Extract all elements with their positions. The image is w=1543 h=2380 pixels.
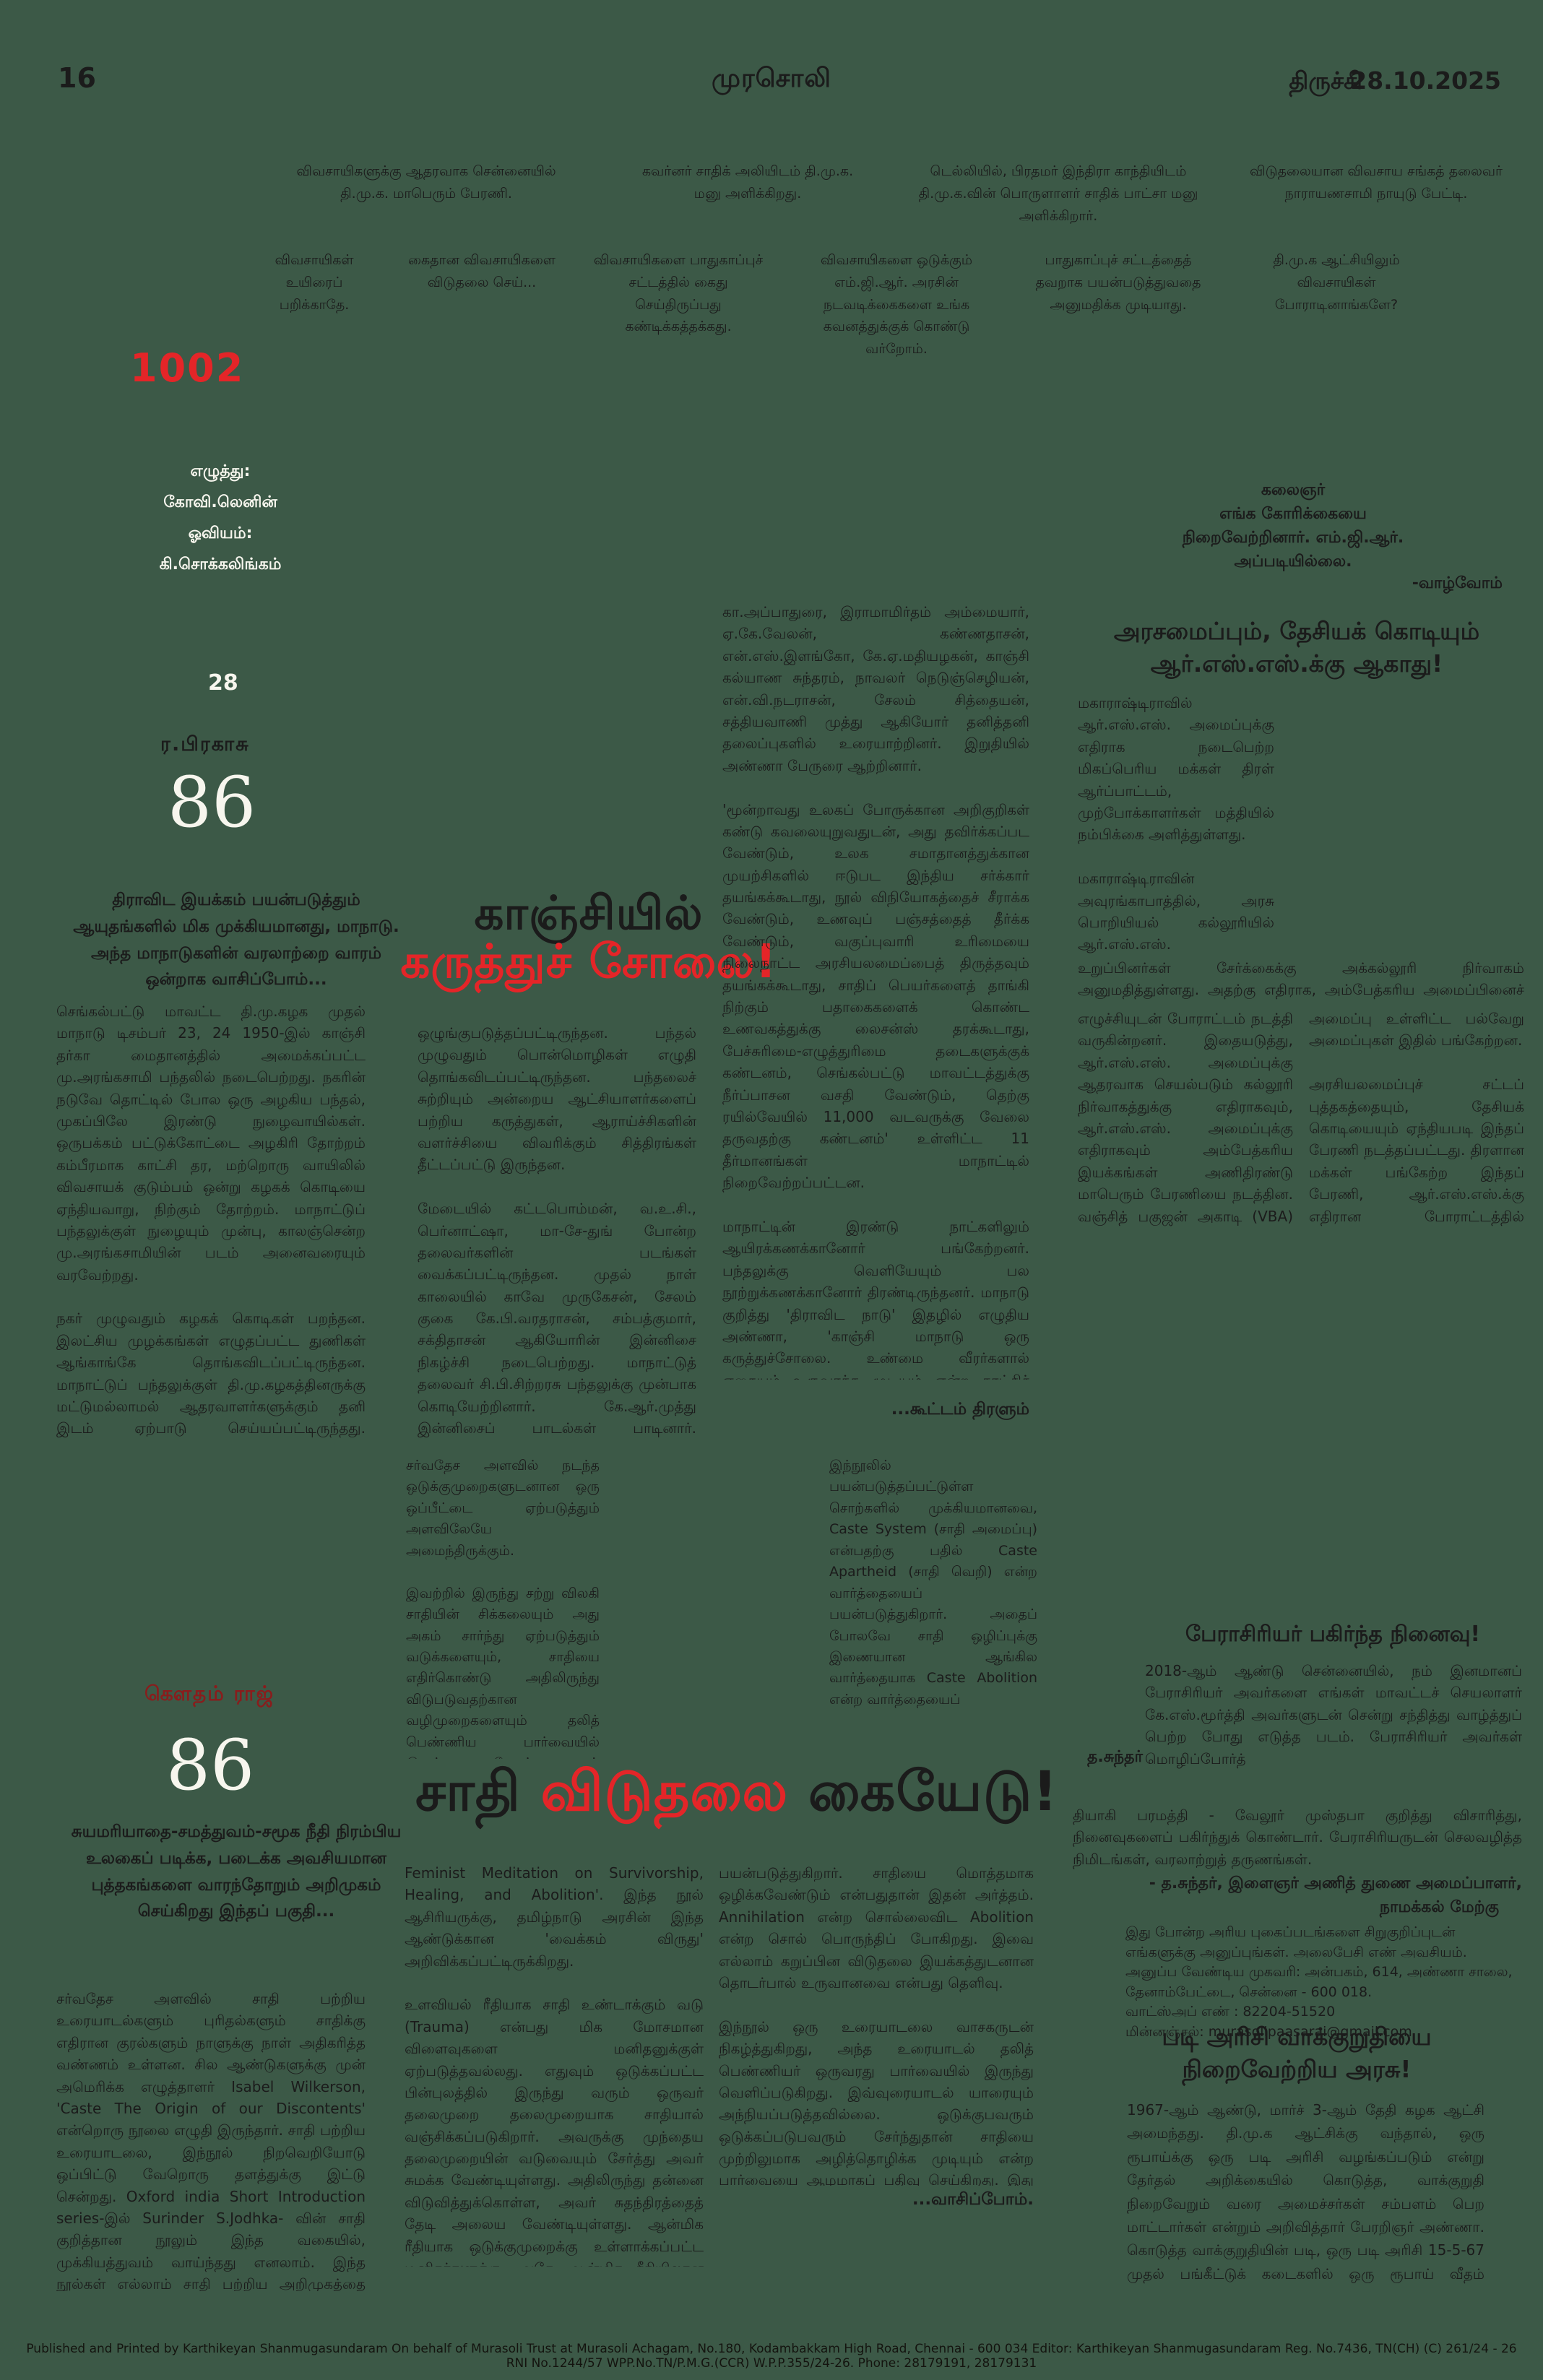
serial-number: 1002 [130, 345, 245, 391]
feature2-column-5: பயன்படுத்துகிறார். சாதியை மொத்தமாக ஒழிக்… [719, 1864, 1034, 2186]
briefs-row-2: விவசாயிகள் உயிரைப் பறிக்காதே. கைதான விவச… [253, 249, 1430, 360]
feature1-column-2: ஒழுங்குபடுத்தப்பட்டிருந்தன. பந்தல் முழுவ… [418, 1024, 696, 1437]
brief-item: விவசாயிகளுக்கு ஆதரவாக சென்னையில் தி.மு.க… [296, 163, 556, 202]
rss-article-lead: மகாராஷ்டிராவில் ஆர்.எஸ்.எஸ். அமைப்புக்கு… [1078, 694, 1274, 953]
memory-signature-2: நாமக்கல் மேற்கு [1379, 1898, 1499, 1916]
feature1-column-3: கா.அப்பாதுரை, இராமாமிர்தம் அம்மையார், ஏ.… [722, 603, 1029, 1380]
imprint-line: Published and Printed by Karthikeyan Sha… [26, 2342, 1517, 2371]
feature2-headline-part3: கையேடு! [788, 1759, 1058, 1823]
memory-submission-note: இது போன்ற அரிய புகைப்படங்களை சிறுகுறிப்ப… [1125, 1924, 1513, 2040]
brief-item: பாதுகாப்புச் சட்டத்தைத் தவறாக பயன்படுத்த… [1035, 252, 1201, 313]
strip-caption: கலைஞர் எங்க கோரிக்கையை நிறைவேற்றினார். எ… [1182, 481, 1404, 571]
brief-item: விவசாயிகள் உயிரைப் பறிக்காதே. [275, 252, 354, 313]
memory-body-2: தியாகி பரமத்தி - வேலூர் முஸ்தபா குறித்து… [1073, 1806, 1522, 1868]
brief-item: விடுதலையான விவசாய சங்கத் தலைவர் நாராயணசா… [1250, 163, 1503, 202]
brief-item: கவர்னர் சாதிக் அலியிடம் தி.மு.க. மனு அளி… [641, 163, 854, 202]
feature1-headline-black: காஞ்சியில் [474, 887, 704, 940]
feature1-end-tag: ...கூட்டம் திரளும் [891, 1400, 1029, 1419]
feature1-week-number: 86 [168, 762, 256, 843]
memory-body-1: 2018-ஆம் ஆண்டு சென்னையில், நம் இனமானப் ப… [1145, 1662, 1522, 1767]
feature1-column-1: செங்கல்பட்டு மாவட்ட தி.மு.கழக முதல் மாநா… [56, 1003, 366, 1437]
feature2-end-tag: ...வாசிப்போம். [912, 2190, 1034, 2209]
memory-signature-1: - த.சுந்தர், இளைஞர் அணித் துணை அமைப்பாளர… [1149, 1874, 1522, 1892]
brief-item: விவசாயிகளை ஒடுக்கும் எம்.ஜி.ஆர். அரசின் … [820, 252, 973, 358]
feature2-headline-part2: விடுதலை [540, 1759, 789, 1823]
feature1-headline-red: கருத்துச் சோலை! [400, 935, 777, 990]
feature2-intro: சுயமரியாதை-சமத்துவம்-சமூக நீதி நிரம்பிய … [71, 1822, 402, 1921]
feature2-column-4: Feminist Meditation on Survivorship, Hea… [405, 1864, 704, 2267]
strip-caption-sign: -வாழ்வோம் [1412, 574, 1503, 592]
feature2-column-2: சர்வதேச அளவில் நடந்த ஒடுக்குமுறைகளுடனான … [406, 1458, 600, 1759]
brief-item: தி.மு.க ஆட்சியிலும் விவசாயிகள் போராடினாங… [1273, 252, 1400, 313]
feature2-headline-part1: சாதி [415, 1759, 541, 1823]
edition-label: திருச்சி [1289, 66, 1362, 95]
feature2-column-1: சர்வதேச அளவில் சாதி பற்றிய உரையாடல்களும்… [56, 1990, 366, 2291]
rss-article-bridge: உறுப்பினர்கள் சேர்க்கைக்கு அக்கல்லூரி நி… [1078, 959, 1524, 1005]
rss-article-headline: அரசமைப்பும், தேசியக் கொடியும் ஆர்.எஸ்.எஸ… [1113, 617, 1480, 678]
rice-article-headline: படி அரிசி வாக்குறுதியை நிறைவேற்றிய அரசு! [1162, 2022, 1432, 2083]
masthead: முரசொலி [712, 64, 831, 93]
date-label: 28.10.2025 [1350, 66, 1501, 95]
feature1-byline: ர.பிரகாசு [160, 733, 250, 756]
briefs-row-1: விவசாயிகளுக்கு ஆதரவாக சென்னையில் தி.மு.க… [275, 160, 1503, 227]
memory-side-label: த.சுந்தர் [1087, 1748, 1143, 1766]
feature2-byline: கௌதம் ராஜ் [144, 1682, 275, 1705]
brief-item: விவசாயிகளை பாதுகாப்புச் சட்டத்தில் கைது … [593, 252, 764, 335]
feature1-issue-number: 28 [208, 670, 238, 696]
feature1-intro: திராவிட இயக்கம் பயன்படுத்தும் ஆயுதங்களில… [73, 891, 399, 990]
memory-headline: பேராசிரியர் பகிர்ந்த நினைவு! [1185, 1622, 1481, 1647]
artwork-credit: எழுத்து: கோவி.லெனின் ஓவியம்: கி.சொக்கலிங… [159, 462, 282, 574]
rice-article-body: 1967-ஆம் ஆண்டு, மார்ச் 3-ஆம் தேதி கழக ஆட… [1127, 2101, 1484, 2282]
feature1-headline: காஞ்சியில் கருத்துச் சோலை! [394, 887, 784, 990]
feature2-week-number: 86 [166, 1725, 255, 1806]
feature2-column-3: இந்நூலில் பயன்படுத்தப்பட்டுள்ள சொற்களில்… [829, 1458, 1037, 1708]
rss-article-body: எழுச்சியுடன் போராட்டம் நடத்தி வருகின்றனர… [1078, 1010, 1524, 1225]
feature2-headline: சாதி விடுதலை கையேடு! [405, 1764, 1069, 1819]
brief-item: டெல்லியில், பிரதமர் இந்திரா காந்தியிடம் … [918, 163, 1198, 224]
page-number: 16 [58, 62, 96, 94]
brief-item: கைதான விவசாயிகளை விடுதலை செய்... [408, 252, 556, 290]
